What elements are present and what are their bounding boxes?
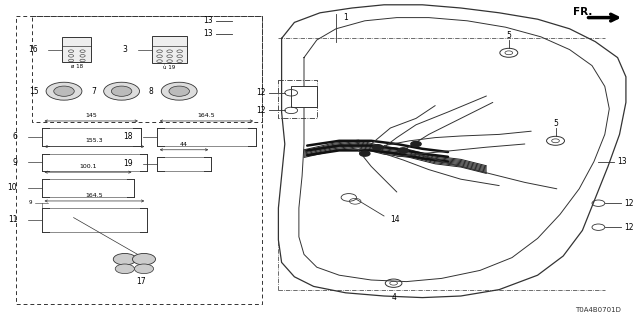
- Text: 6: 6: [12, 132, 17, 141]
- Text: 17: 17: [136, 277, 146, 286]
- Text: 12: 12: [624, 199, 634, 208]
- Circle shape: [161, 82, 197, 100]
- Text: 155.3: 155.3: [86, 138, 103, 143]
- Text: 100.1: 100.1: [79, 164, 97, 169]
- Circle shape: [169, 86, 189, 96]
- Text: 13: 13: [204, 16, 213, 25]
- Text: 164.5: 164.5: [86, 193, 103, 198]
- Text: 164.5: 164.5: [198, 113, 215, 118]
- Circle shape: [372, 145, 383, 150]
- Text: 12: 12: [256, 88, 266, 97]
- Circle shape: [115, 264, 134, 274]
- Bar: [63, 37, 92, 62]
- Circle shape: [398, 148, 408, 153]
- Text: 8: 8: [149, 87, 154, 96]
- Circle shape: [411, 141, 421, 147]
- Circle shape: [54, 86, 74, 96]
- Circle shape: [46, 82, 82, 100]
- Text: 13: 13: [204, 29, 213, 38]
- Circle shape: [134, 264, 154, 274]
- Circle shape: [104, 82, 140, 100]
- Text: 4: 4: [391, 293, 396, 302]
- Text: 5: 5: [506, 31, 511, 40]
- Text: FR.: FR.: [573, 7, 592, 17]
- Text: ù 19: ù 19: [163, 65, 176, 69]
- Text: 12: 12: [256, 106, 266, 115]
- Text: 7: 7: [91, 87, 96, 96]
- Circle shape: [111, 86, 132, 96]
- Circle shape: [132, 253, 156, 265]
- Text: ø 18: ø 18: [71, 64, 83, 69]
- Text: 145: 145: [85, 113, 97, 118]
- Text: 1: 1: [344, 13, 348, 22]
- Text: 14: 14: [390, 215, 400, 224]
- Text: 18: 18: [123, 132, 132, 141]
- Text: 44: 44: [180, 141, 188, 147]
- Text: 16: 16: [28, 45, 38, 54]
- Text: 10: 10: [8, 183, 17, 193]
- Text: 12: 12: [624, 223, 634, 232]
- Circle shape: [360, 151, 370, 156]
- Text: 3: 3: [123, 45, 128, 54]
- Text: 9: 9: [28, 200, 32, 205]
- Circle shape: [113, 253, 136, 265]
- Text: 19: 19: [123, 159, 132, 169]
- Text: 15: 15: [29, 87, 38, 96]
- Text: 11: 11: [8, 215, 17, 225]
- Text: 5: 5: [553, 119, 558, 128]
- Text: 9: 9: [12, 158, 17, 167]
- Text: T0A4B0701D: T0A4B0701D: [575, 308, 621, 313]
- Bar: [152, 36, 188, 63]
- Bar: [291, 86, 317, 107]
- Text: 13: 13: [618, 157, 627, 166]
